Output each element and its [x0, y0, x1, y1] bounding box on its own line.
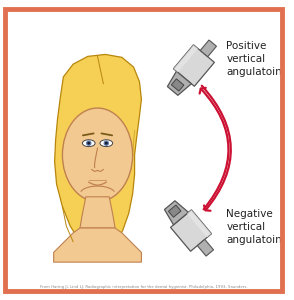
Polygon shape	[55, 54, 141, 251]
Ellipse shape	[82, 140, 95, 147]
Ellipse shape	[62, 108, 133, 202]
Text: From Haring JI, Lind LJ: Radiographic interpretation for the dental hygienist. P: From Haring JI, Lind LJ: Radiographic in…	[40, 286, 247, 289]
Polygon shape	[197, 239, 213, 256]
Circle shape	[86, 140, 91, 146]
Polygon shape	[164, 201, 188, 225]
Ellipse shape	[100, 140, 113, 147]
Polygon shape	[200, 40, 216, 57]
Text: Positive
vertical
angulatoin: Positive vertical angulatoin	[226, 41, 282, 77]
Polygon shape	[171, 210, 211, 251]
Circle shape	[87, 142, 90, 145]
Circle shape	[103, 140, 109, 146]
Text: Negative
vertical
angulatoin: Negative vertical angulatoin	[226, 208, 282, 245]
Polygon shape	[168, 205, 181, 217]
Polygon shape	[173, 45, 214, 86]
Polygon shape	[167, 71, 191, 95]
Circle shape	[105, 142, 108, 145]
Polygon shape	[171, 79, 184, 91]
Polygon shape	[54, 228, 141, 262]
Polygon shape	[187, 210, 211, 238]
Polygon shape	[173, 45, 198, 73]
Polygon shape	[80, 197, 115, 228]
